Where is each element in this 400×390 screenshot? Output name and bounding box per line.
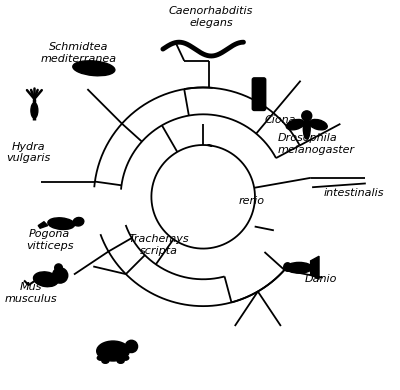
Text: Trachemys
scripta: Trachemys scripta (129, 234, 189, 255)
Text: intestinalis: intestinalis (324, 188, 384, 198)
Circle shape (55, 264, 62, 271)
Ellipse shape (73, 61, 115, 76)
Text: Danio: Danio (305, 273, 337, 284)
Ellipse shape (31, 103, 38, 118)
Ellipse shape (286, 119, 304, 130)
Ellipse shape (303, 118, 310, 139)
FancyBboxPatch shape (252, 78, 266, 110)
Ellipse shape (97, 341, 129, 361)
Text: Pogona
vitticeps: Pogona vitticeps (26, 229, 74, 250)
Polygon shape (38, 222, 48, 228)
Ellipse shape (284, 263, 292, 271)
Text: Mus
musculus: Mus musculus (4, 282, 57, 303)
Ellipse shape (34, 272, 58, 287)
Ellipse shape (102, 359, 109, 363)
Text: Caenorhabditis
elegans: Caenorhabditis elegans (169, 6, 253, 28)
Ellipse shape (97, 356, 104, 360)
Polygon shape (310, 256, 319, 279)
Text: Ciona: Ciona (264, 115, 296, 125)
Ellipse shape (286, 262, 312, 273)
Ellipse shape (122, 356, 129, 360)
Ellipse shape (73, 218, 84, 226)
Text: rerio: rerio (238, 197, 264, 206)
Ellipse shape (309, 119, 327, 130)
Circle shape (52, 268, 68, 283)
Ellipse shape (117, 359, 124, 363)
Text: Drosophila
melanogaster: Drosophila melanogaster (278, 133, 355, 155)
Text: Schmidtea
mediterranea: Schmidtea mediterranea (40, 42, 116, 64)
Text: Hydra
vulgaris: Hydra vulgaris (6, 142, 51, 163)
Circle shape (302, 111, 312, 121)
Circle shape (125, 340, 138, 353)
Ellipse shape (48, 218, 75, 229)
